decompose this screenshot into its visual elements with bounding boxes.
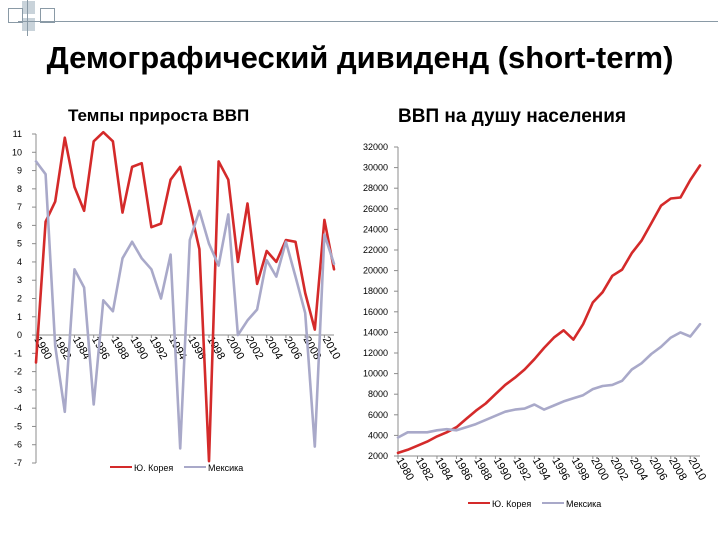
y-tick-label: 5 — [17, 239, 22, 249]
corner-decoration — [40, 8, 55, 23]
y-tick-label: 16000 — [363, 307, 388, 317]
x-tick-label: 2006 — [647, 456, 670, 483]
x-tick-label: 1996 — [549, 456, 572, 483]
y-tick-label: -5 — [14, 421, 22, 431]
series-line-mexico — [34, 160, 336, 450]
y-tick-label: 7 — [17, 202, 22, 212]
y-tick-label: 3 — [17, 275, 22, 285]
left-chart-subtitle: Темпы прироста ВВП — [68, 106, 250, 125]
y-tick-label: 26000 — [363, 204, 388, 214]
y-tick-label: 2 — [17, 294, 22, 304]
y-tick-label: 11 — [13, 129, 22, 139]
y-tick-label: 8 — [17, 184, 22, 194]
y-tick-label: 6 — [17, 220, 22, 230]
y-tick-label: 20000 — [363, 266, 388, 276]
x-tick-label: 1988 — [471, 456, 494, 483]
x-tick-label: 1984 — [432, 456, 455, 483]
right-chart-subtitle: ВВП на душу населения — [398, 106, 627, 127]
y-tick-label: -4 — [14, 403, 22, 413]
y-tick-label: -7 — [14, 458, 22, 468]
x-tick-label: 1990 — [128, 335, 151, 362]
slide-title: Демографический дивиденд (short-term) — [46, 40, 674, 75]
y-tick-label: 10000 — [363, 369, 388, 379]
x-tick-label: 2002 — [243, 335, 266, 362]
corner-decoration — [22, 1, 35, 14]
x-tick-label: 1988 — [108, 335, 131, 362]
y-tick-label: 2000 — [368, 451, 388, 461]
y-tick-label: 28000 — [363, 183, 388, 193]
y-tick-label: 14000 — [363, 327, 388, 337]
x-tick-label: 2000 — [224, 335, 247, 362]
y-tick-label: 22000 — [363, 245, 388, 255]
x-tick-label: 2008 — [666, 456, 689, 483]
x-tick-label: 1998 — [569, 456, 592, 483]
x-tick-label: 2006 — [281, 335, 304, 362]
series-line-mexico — [396, 322, 702, 439]
y-tick-label: 9 — [17, 166, 22, 176]
corner-decoration — [8, 8, 23, 23]
series-line-korea — [396, 164, 702, 455]
y-tick-label: 4 — [17, 257, 22, 267]
x-tick-label: 1994 — [530, 456, 553, 483]
y-tick-label: 6000 — [368, 410, 388, 420]
x-tick-label: 2004 — [262, 335, 285, 362]
x-tick-label: 1980 — [31, 335, 54, 362]
decor-vertical-line — [27, 0, 28, 36]
legend-label: Ю. Корея — [492, 499, 531, 509]
x-tick-label: 1992 — [147, 335, 170, 362]
x-tick-label: 1992 — [510, 456, 533, 483]
y-tick-label: -3 — [14, 385, 22, 395]
x-tick-label: 1998 — [204, 335, 227, 362]
x-tick-label: 1990 — [491, 456, 514, 483]
x-tick-label: 1980 — [393, 456, 416, 483]
x-tick-label: 2002 — [608, 456, 631, 483]
y-tick-label: 0 — [17, 330, 22, 340]
legend-label: Мексика — [208, 463, 243, 473]
legend-label: Ю. Корея — [134, 463, 173, 473]
y-tick-label: 12000 — [363, 348, 388, 358]
y-tick-label: 30000 — [363, 163, 388, 173]
legend-label: Мексика — [566, 499, 601, 509]
y-tick-label: 18000 — [363, 286, 388, 296]
decor-horizontal-line — [18, 21, 718, 22]
x-tick-label: 1982 — [413, 456, 436, 483]
y-tick-label: 24000 — [363, 224, 388, 234]
y-tick-label: 1 — [17, 312, 22, 322]
y-tick-label: 32000 — [363, 142, 388, 152]
y-tick-label: 4000 — [368, 430, 388, 440]
series-line-korea — [34, 130, 336, 463]
x-tick-label: 1986 — [452, 456, 475, 483]
y-tick-label: -2 — [14, 367, 22, 377]
x-tick-label: 2010 — [320, 335, 343, 362]
y-tick-label: -6 — [14, 440, 22, 450]
y-tick-label: 8000 — [368, 389, 388, 399]
y-tick-label: 10 — [12, 147, 22, 157]
x-tick-label: 2000 — [588, 456, 611, 483]
x-tick-label: 2004 — [627, 456, 650, 483]
y-tick-label: -1 — [14, 348, 22, 358]
x-tick-label: 2010 — [686, 456, 709, 483]
